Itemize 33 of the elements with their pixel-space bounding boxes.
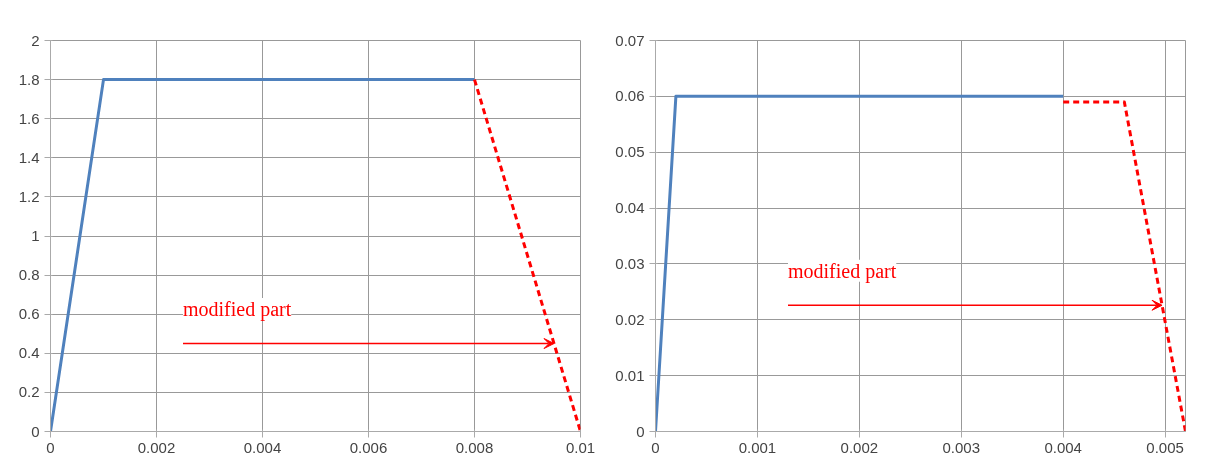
x-tick-label: 0.006 bbox=[349, 438, 388, 456]
x-tick-label: 0.004 bbox=[243, 438, 282, 456]
x-tick-label: 0.001 bbox=[738, 438, 777, 456]
x-tick-label: 0 bbox=[651, 438, 660, 456]
y-tick-label: 0.6 bbox=[18, 305, 40, 323]
y-tick-label: 0.8 bbox=[18, 266, 40, 284]
x-tick-label: 0.004 bbox=[1044, 438, 1082, 456]
x-tick-label: 0.005 bbox=[1146, 438, 1184, 456]
y-tick-label: 0.2 bbox=[18, 383, 40, 401]
y-tick-label: 0 bbox=[31, 422, 40, 440]
y-tick-label: 0 bbox=[636, 422, 645, 440]
y-tick-label: 1.8 bbox=[18, 70, 40, 88]
y-tick-label: 0.03 bbox=[615, 254, 645, 272]
y-tick-label: 0.4 bbox=[18, 344, 40, 362]
annotation: modified part bbox=[183, 298, 292, 322]
y-tick-label: 0.07 bbox=[615, 31, 645, 49]
y-tick-label: 2 bbox=[31, 31, 40, 49]
y-tick-label: 1.6 bbox=[18, 109, 40, 127]
y-tick-label: 0.04 bbox=[615, 199, 645, 217]
y-tick-label: 0.06 bbox=[615, 87, 645, 105]
x-tick-label: 0.01 bbox=[565, 438, 596, 456]
y-tick-label: 1 bbox=[31, 227, 40, 244]
y-tick-label: 0.01 bbox=[615, 366, 645, 384]
annotation: modified part bbox=[788, 259, 897, 283]
y-tick-label: 0.02 bbox=[615, 310, 645, 328]
x-tick-label: 0.008 bbox=[455, 438, 494, 456]
y-tick-label: 1.4 bbox=[18, 148, 40, 166]
x-tick-label: 0.002 bbox=[137, 438, 176, 456]
y-tick-label: 0.05 bbox=[615, 143, 645, 161]
x-tick-label: 0 bbox=[46, 438, 55, 456]
y-tick-label: 1.2 bbox=[18, 187, 40, 205]
x-tick-label: 0.003 bbox=[942, 438, 981, 456]
x-tick-label: 0.002 bbox=[840, 438, 879, 456]
